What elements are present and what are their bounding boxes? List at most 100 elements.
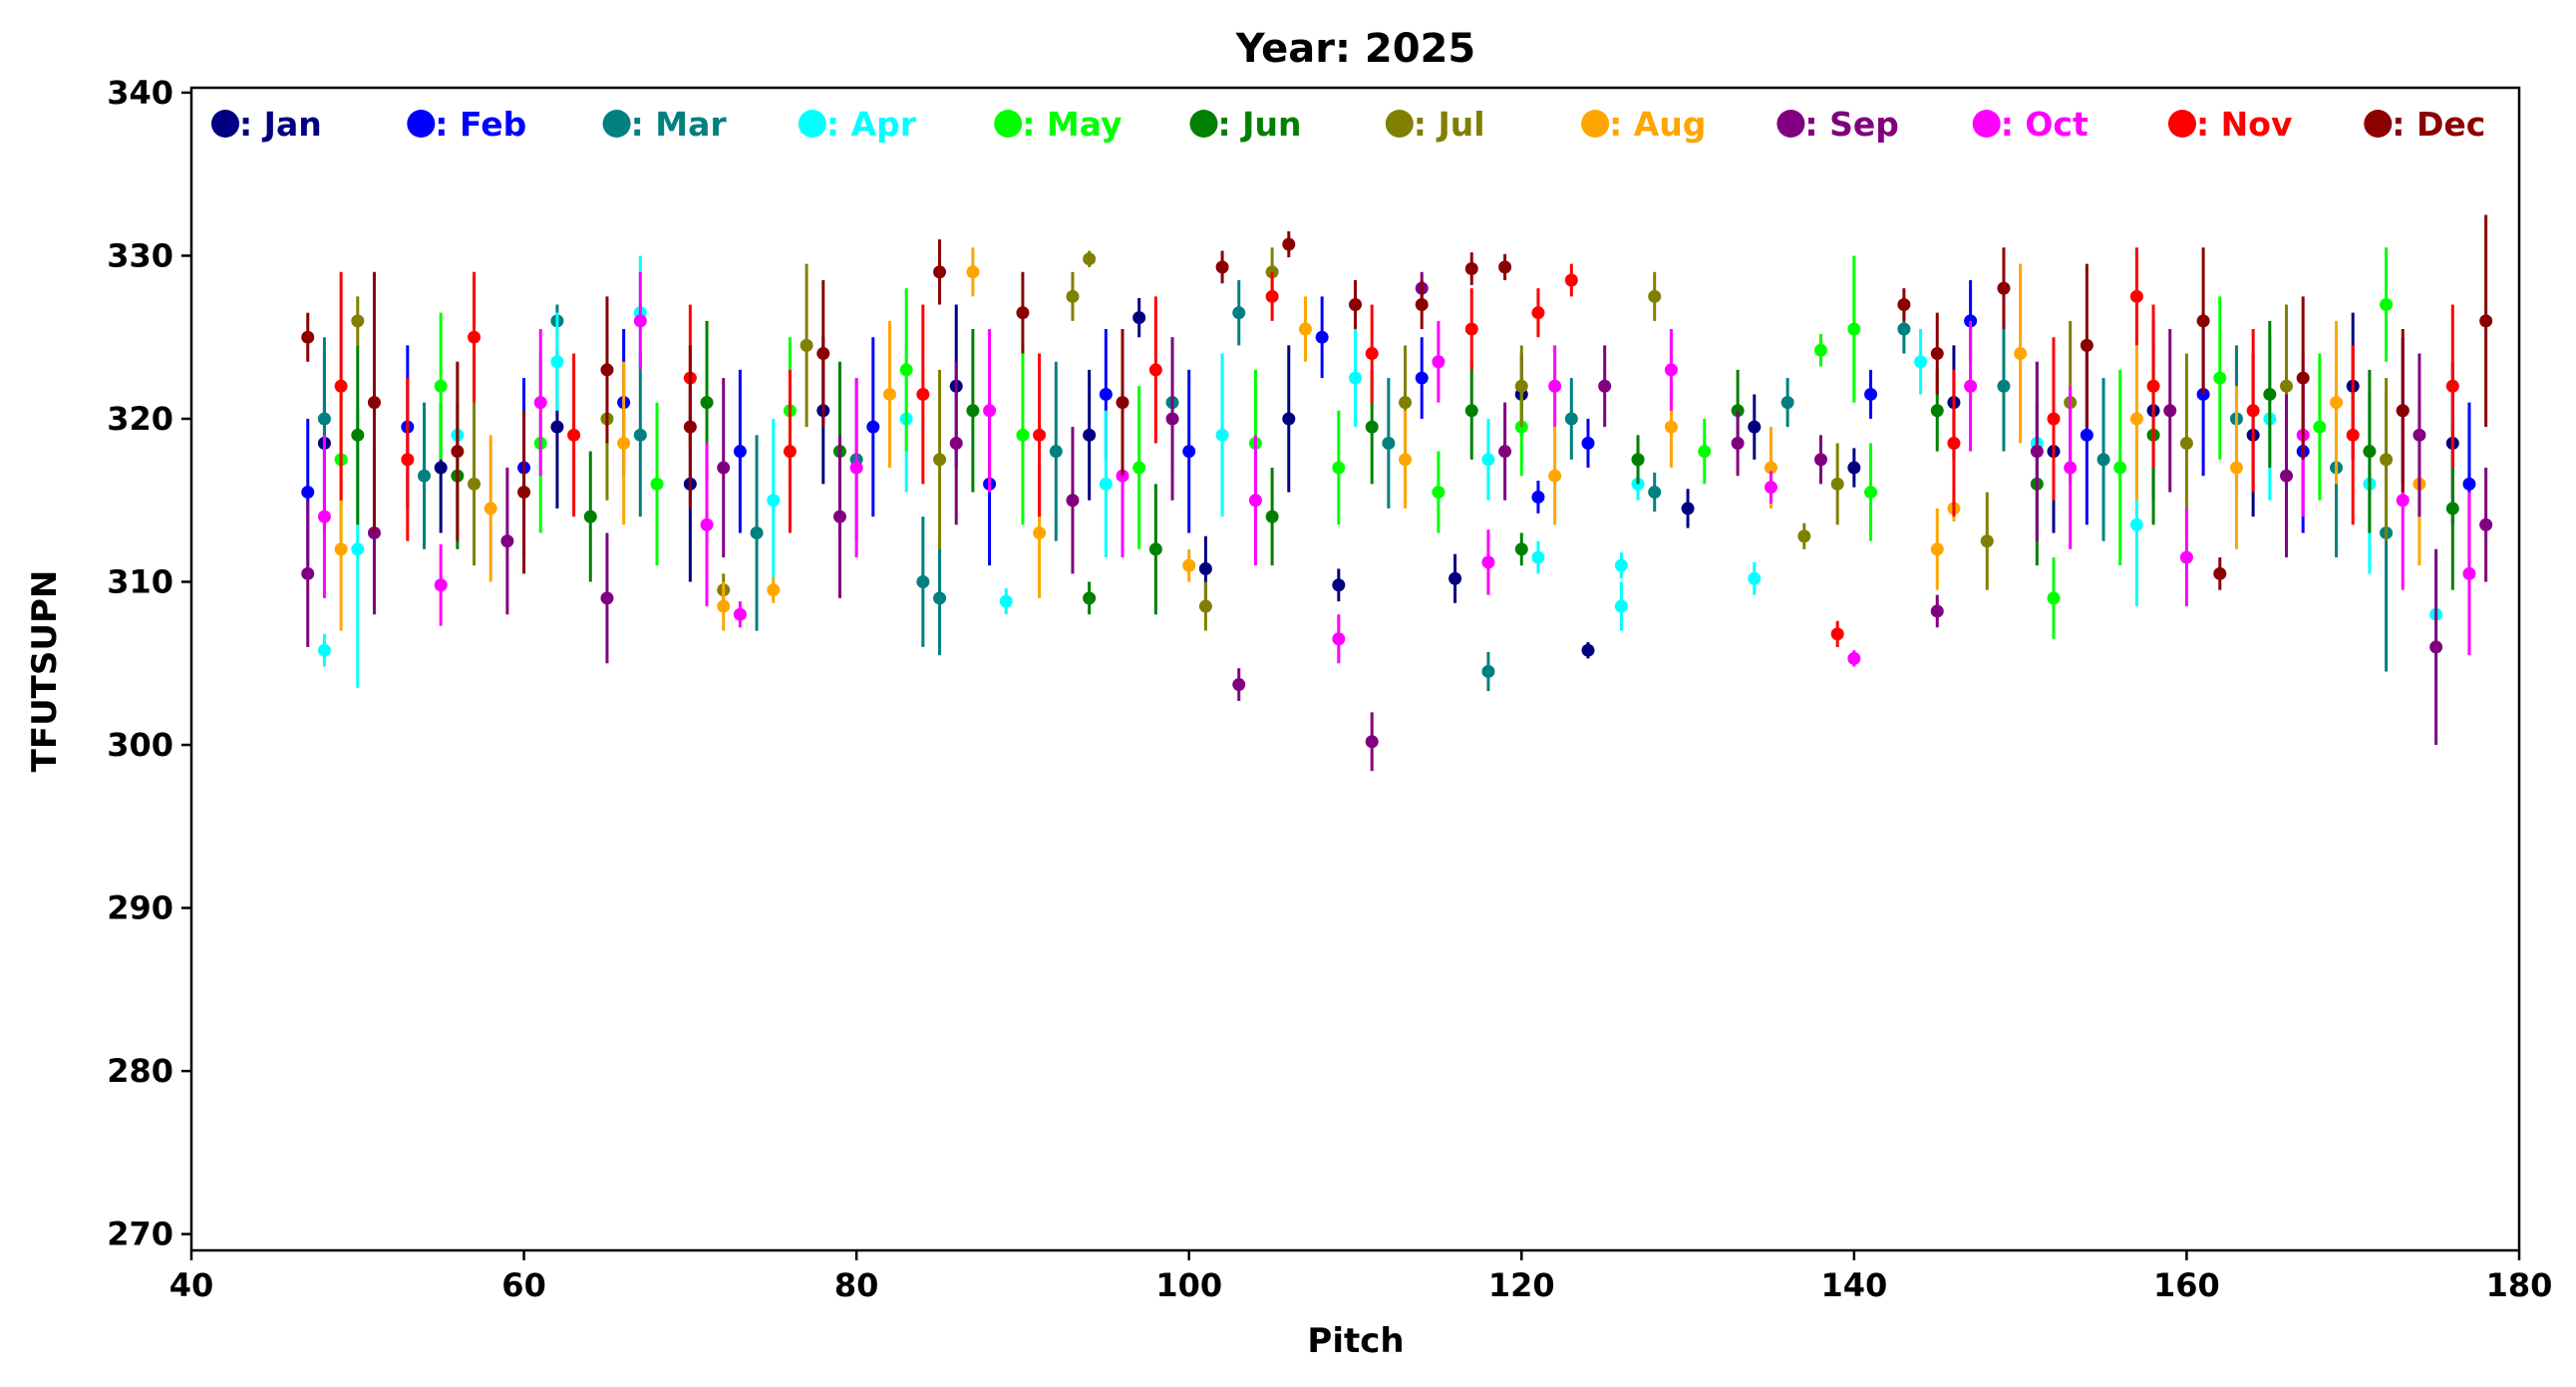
data-point bbox=[2296, 371, 2310, 385]
data-point bbox=[983, 404, 997, 418]
data-point bbox=[1997, 379, 2011, 393]
data-point bbox=[2429, 640, 2443, 654]
data-point bbox=[2380, 298, 2394, 312]
data-point bbox=[1464, 262, 1478, 276]
data-point bbox=[1365, 420, 1379, 434]
data-point bbox=[468, 330, 482, 344]
data-point bbox=[999, 594, 1013, 608]
data-point bbox=[1083, 591, 1097, 605]
data-point bbox=[1764, 461, 1777, 475]
data-point bbox=[2462, 477, 2476, 491]
data-point bbox=[1581, 437, 1595, 451]
data-point bbox=[351, 428, 365, 442]
data-point bbox=[933, 265, 947, 279]
legend-label: : Mar bbox=[631, 105, 728, 144]
data-point bbox=[483, 502, 497, 516]
data-point bbox=[1182, 445, 1196, 459]
chart-title: Year: 2025 bbox=[1235, 26, 1475, 72]
data-point bbox=[2380, 453, 2394, 467]
data-point bbox=[2346, 428, 2360, 442]
legend-marker bbox=[1776, 110, 1805, 138]
data-point bbox=[1432, 355, 1446, 369]
data-point bbox=[1198, 599, 1212, 613]
data-point bbox=[1349, 371, 1362, 385]
data-point bbox=[1698, 445, 1712, 459]
data-point bbox=[1914, 355, 1928, 369]
data-point bbox=[550, 420, 564, 434]
data-point bbox=[1481, 664, 1495, 678]
legend-marker bbox=[1385, 110, 1414, 138]
data-point bbox=[866, 420, 880, 434]
data-point bbox=[1083, 252, 1097, 266]
data-point bbox=[1182, 558, 1196, 572]
data-point bbox=[783, 445, 797, 459]
data-point bbox=[1748, 571, 1762, 585]
data-point bbox=[1049, 445, 1063, 459]
series-9 bbox=[317, 271, 2476, 667]
x-axis-label: Pitch bbox=[1307, 1321, 1404, 1361]
legend-label: : Dec bbox=[2392, 105, 2485, 144]
data-point bbox=[650, 477, 664, 491]
data-point bbox=[1830, 477, 1844, 491]
data-point bbox=[1731, 437, 1745, 451]
data-point bbox=[2030, 445, 2044, 459]
data-point bbox=[1099, 477, 1113, 491]
data-point bbox=[1399, 453, 1413, 467]
data-point bbox=[1066, 494, 1080, 508]
x-tick-label: 180 bbox=[2486, 1266, 2553, 1304]
data-point bbox=[1664, 363, 1678, 377]
data-point bbox=[717, 461, 731, 475]
data-point bbox=[1847, 461, 1861, 475]
data-point bbox=[1514, 379, 1528, 393]
data-point bbox=[1282, 412, 1296, 426]
data-point bbox=[1631, 453, 1645, 467]
data-point bbox=[1531, 490, 1545, 504]
data-point bbox=[1399, 396, 1413, 410]
data-point bbox=[1814, 343, 1827, 357]
data-point bbox=[883, 387, 896, 401]
data-point bbox=[550, 355, 564, 369]
data-point bbox=[1415, 298, 1429, 312]
data-point bbox=[916, 387, 930, 401]
legend-marker bbox=[407, 110, 436, 138]
data-point bbox=[1198, 561, 1212, 575]
data-point bbox=[1332, 632, 1346, 646]
legend: : Jan: Feb: Mar: Apr: May: Jun: Jul: Aug… bbox=[211, 105, 2485, 144]
data-point bbox=[2413, 428, 2426, 442]
x-tick-label: 60 bbox=[501, 1266, 546, 1304]
data-point bbox=[351, 314, 365, 328]
data-point bbox=[1581, 643, 1595, 657]
legend-marker bbox=[798, 110, 826, 138]
y-tick-label: 280 bbox=[107, 1052, 173, 1090]
data-point bbox=[2263, 387, 2277, 401]
x-tick-label: 80 bbox=[834, 1266, 879, 1304]
data-point bbox=[949, 437, 963, 451]
data-point bbox=[1930, 604, 1944, 618]
data-point bbox=[1165, 412, 1179, 426]
data-point bbox=[2280, 469, 2293, 483]
data-point bbox=[1349, 298, 1362, 312]
data-point bbox=[1083, 428, 1097, 442]
y-tick-label: 320 bbox=[107, 400, 173, 438]
data-point bbox=[2080, 338, 2093, 352]
data-point bbox=[1764, 481, 1777, 495]
data-point bbox=[933, 453, 947, 467]
legend-label: : Feb bbox=[435, 105, 526, 144]
axes-frame bbox=[189, 86, 2521, 1252]
data-point bbox=[567, 428, 581, 442]
data-point bbox=[1132, 311, 1146, 325]
data-point bbox=[434, 578, 448, 592]
data-point bbox=[351, 542, 365, 556]
data-point bbox=[1298, 322, 1312, 336]
data-point bbox=[767, 494, 781, 508]
x-tick-label: 40 bbox=[169, 1266, 214, 1304]
legend-label: : Oct bbox=[2001, 105, 2089, 144]
data-point bbox=[2229, 461, 2243, 475]
data-point bbox=[1514, 542, 1528, 556]
data-point bbox=[1847, 651, 1861, 665]
data-point bbox=[1449, 571, 1462, 585]
data-point bbox=[301, 330, 315, 344]
data-point bbox=[767, 583, 781, 597]
data-point bbox=[1498, 445, 1512, 459]
